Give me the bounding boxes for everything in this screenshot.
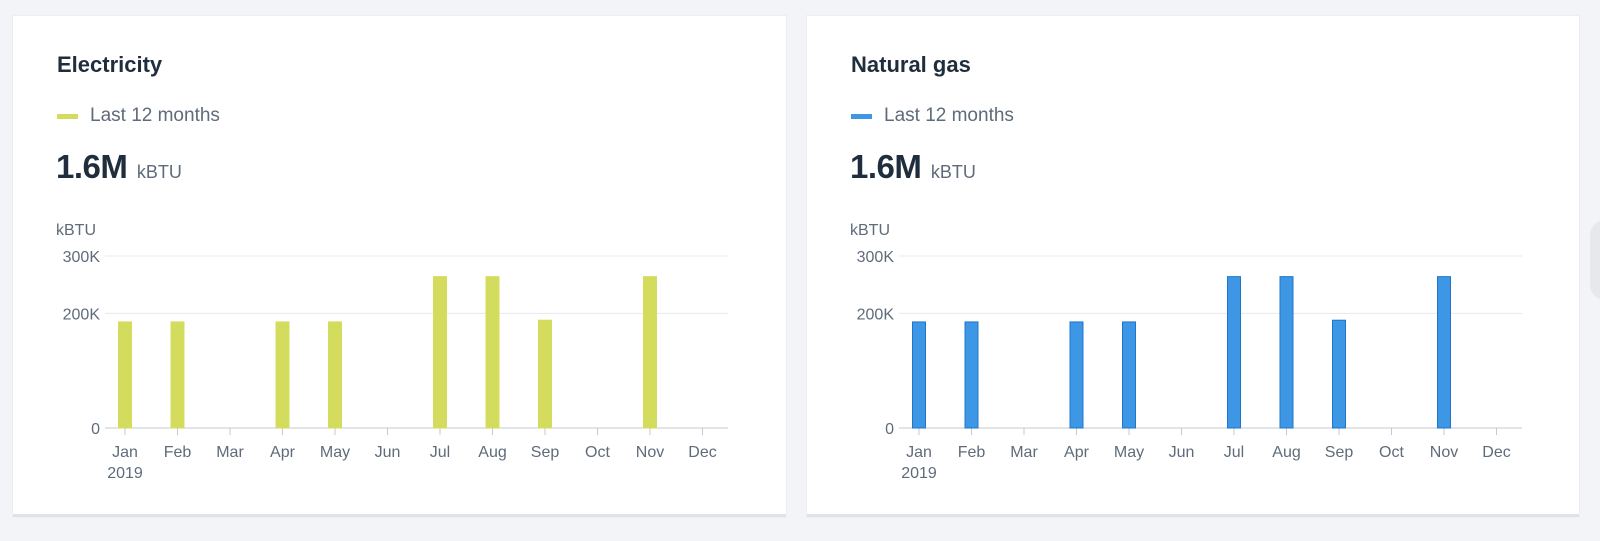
x-tick-label: Apr — [1064, 444, 1090, 461]
x-tick-label: Aug — [478, 444, 506, 461]
y-axis-label: kBTU — [56, 222, 96, 239]
x-year-label: 2019 — [901, 465, 937, 482]
chart-legend: Last 12 months — [851, 105, 1014, 127]
x-tick-label: May — [1114, 444, 1144, 461]
total-unit: kBTU — [136, 162, 182, 182]
x-tick-label: Sep — [531, 444, 560, 461]
bar — [1227, 276, 1241, 429]
x-tick-label: Aug — [1272, 444, 1300, 461]
x-tick-label: Oct — [585, 444, 610, 461]
y-tick-label: 0 — [91, 421, 100, 438]
chart-legend: Last 12 months — [57, 105, 220, 127]
bar — [964, 321, 979, 429]
bar — [1437, 276, 1451, 429]
legend-label: Last 12 months — [884, 105, 1014, 126]
x-tick-label: Nov — [636, 444, 664, 461]
y-tick-label: 0 — [885, 421, 894, 438]
bar — [433, 276, 447, 429]
x-tick-label: Nov — [1430, 444, 1458, 461]
bar — [1332, 319, 1346, 429]
scroll-handle[interactable] — [1590, 220, 1600, 300]
x-tick-label: Oct — [1379, 444, 1404, 461]
x-tick-label: Jul — [430, 444, 450, 461]
x-tick-label: Jan — [112, 444, 138, 461]
x-tick-label: Apr — [270, 444, 296, 461]
x-tick-label: Jun — [1169, 444, 1195, 461]
x-tick-label: Sep — [1325, 444, 1354, 461]
x-tick-label: Mar — [1010, 444, 1038, 461]
legend-swatch — [57, 113, 78, 119]
x-tick-label: Dec — [688, 444, 716, 461]
natural-gas-bar-chart: kBTU 0 200K 300K Jan Feb Mar Apr May Jun Jul Aug Sep… — [850, 222, 1522, 482]
bar — [118, 321, 132, 429]
bar — [912, 321, 926, 429]
electricity-card: Electricity Last 12 months 1.6M kBTU kBT… — [13, 16, 786, 517]
x-tick-label: Jan — [906, 444, 932, 461]
x-tick-label: Feb — [164, 444, 192, 461]
total-unit: kBTU — [930, 162, 976, 182]
legend-swatch — [851, 113, 872, 119]
legend-label: Last 12 months — [90, 105, 220, 126]
x-tick-label: Jun — [375, 444, 401, 461]
bar — [1279, 276, 1294, 429]
bar — [275, 321, 290, 429]
natural-gas-card: Natural gas Last 12 months 1.6M kBTU kBT… — [807, 16, 1579, 517]
y-tick-label: 300K — [857, 249, 895, 266]
bar — [485, 276, 500, 429]
bar — [1122, 321, 1136, 429]
y-tick-label: 200K — [63, 306, 101, 323]
x-tick-label: Mar — [216, 444, 244, 461]
y-tick-label: 200K — [857, 306, 895, 323]
y-tick-label: 300K — [63, 249, 101, 266]
total-usage: 1.6M kBTU — [850, 148, 976, 186]
card-title: Natural gas — [851, 52, 971, 77]
bar — [538, 319, 552, 429]
bar — [328, 321, 342, 429]
bar — [1069, 321, 1084, 429]
bar — [170, 321, 185, 429]
x-tick-label: May — [320, 444, 350, 461]
y-axis-label: kBTU — [850, 222, 890, 239]
total-value: 1.6M — [850, 148, 922, 185]
total-usage: 1.6M kBTU — [56, 148, 182, 186]
total-value: 1.6M — [56, 148, 128, 185]
x-year-label: 2019 — [107, 465, 143, 482]
x-tick-label: Feb — [958, 444, 986, 461]
x-tick-label: Jul — [1224, 444, 1244, 461]
bar — [643, 276, 657, 429]
card-title: Electricity — [57, 52, 163, 77]
electricity-bar-chart: kBTU 0 200K 300K Jan Feb Mar Apr May Jun Jul Aug Sep… — [56, 222, 728, 482]
x-tick-label: Dec — [1482, 444, 1510, 461]
